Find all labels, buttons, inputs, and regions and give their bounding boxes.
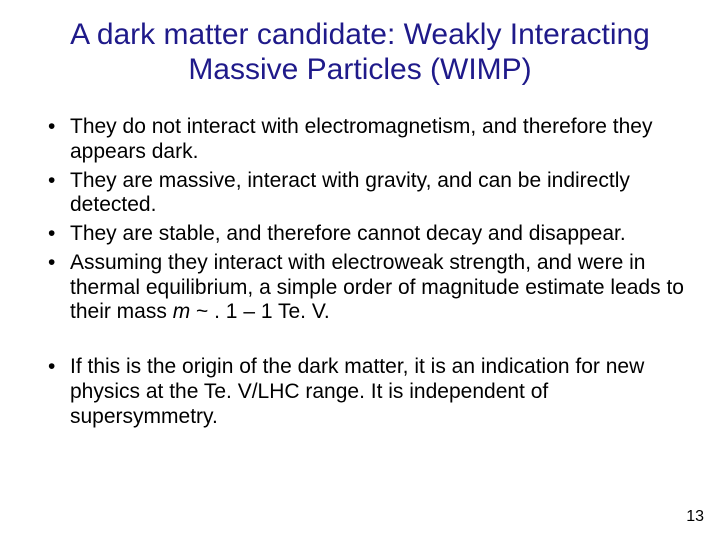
list-item: They are massive, interact with gravity,… xyxy=(42,169,684,219)
bullet-text-suffix: ~ . 1 – 1 Te. V. xyxy=(190,300,330,323)
spacer xyxy=(36,329,684,355)
page-number: 13 xyxy=(686,508,704,526)
slide: A dark matter candidate: Weakly Interact… xyxy=(0,0,720,540)
list-item: Assuming they interact with electroweak … xyxy=(42,251,684,325)
bullet-text-prefix: Assuming they interact with electroweak … xyxy=(70,251,684,324)
list-item: They are stable, and therefore cannot de… xyxy=(42,222,684,247)
slide-title: A dark matter candidate: Weakly Interact… xyxy=(36,18,684,87)
list-item: If this is the origin of the dark matter… xyxy=(42,355,684,429)
bullet-list-1: They do not interact with electromagneti… xyxy=(42,115,684,325)
mass-variable: m xyxy=(173,300,191,323)
list-item: They do not interact with electromagneti… xyxy=(42,115,684,165)
bullet-list-2: If this is the origin of the dark matter… xyxy=(42,355,684,429)
